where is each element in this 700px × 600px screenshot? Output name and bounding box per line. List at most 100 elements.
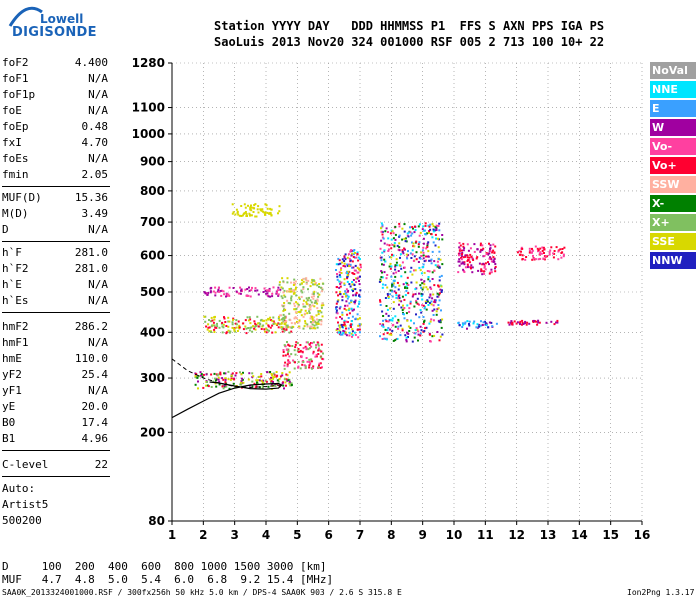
echo-point xyxy=(288,382,291,385)
echo-point xyxy=(440,291,443,293)
echo-point xyxy=(420,272,423,275)
echo-point xyxy=(335,309,338,312)
echo-point xyxy=(230,377,233,380)
echo-point xyxy=(387,231,389,233)
echo-point xyxy=(516,321,519,324)
echo-point xyxy=(286,379,289,382)
echo-point xyxy=(339,305,342,308)
echo-point xyxy=(561,251,564,254)
echo-point xyxy=(281,297,284,300)
echo-point xyxy=(413,322,415,325)
echo-point xyxy=(290,287,293,290)
echo-point xyxy=(282,328,285,330)
echo-point xyxy=(304,345,307,348)
echo-point xyxy=(480,269,483,272)
echo-point xyxy=(267,295,270,298)
echo-point xyxy=(264,203,267,206)
echo-point xyxy=(350,323,353,326)
echo-point xyxy=(340,323,343,326)
echo-point xyxy=(441,238,444,241)
echo-point xyxy=(209,320,212,323)
echo-point xyxy=(387,250,390,252)
echo-point xyxy=(263,287,266,290)
echo-point xyxy=(528,247,531,250)
echo-point xyxy=(227,370,230,373)
echo-point xyxy=(273,322,276,325)
echo-point xyxy=(263,211,266,214)
x-tick-label: 4 xyxy=(262,528,270,542)
echo-point xyxy=(390,256,393,259)
echo-point xyxy=(398,235,401,238)
echo-point xyxy=(396,297,399,300)
echo-point xyxy=(343,284,346,286)
echo-point xyxy=(419,284,422,287)
echo-point xyxy=(400,306,403,309)
echo-point xyxy=(287,360,290,363)
echo-point xyxy=(466,254,469,257)
echo-point xyxy=(266,207,269,210)
echo-point xyxy=(251,385,254,388)
echo-point xyxy=(207,292,210,294)
echo-point xyxy=(557,258,560,261)
echo-point xyxy=(319,362,322,365)
echo-point xyxy=(425,302,427,304)
echo-point xyxy=(399,324,402,327)
echo-point xyxy=(344,290,347,293)
echo-point xyxy=(339,316,342,318)
echo-point xyxy=(316,318,319,321)
echo-point xyxy=(297,350,300,353)
echo-point xyxy=(411,253,414,256)
echo-point xyxy=(308,296,310,299)
param-fof1: foF1 N/A xyxy=(2,72,108,85)
echo-point xyxy=(405,289,408,292)
echo-point xyxy=(417,339,419,342)
echo-point xyxy=(352,266,355,269)
echo-point xyxy=(441,318,444,321)
echo-point xyxy=(424,233,427,236)
echo-point xyxy=(382,319,384,322)
echo-point xyxy=(401,238,404,241)
echo-point xyxy=(462,242,465,245)
echo-point xyxy=(537,249,540,252)
echo-point xyxy=(539,257,542,260)
echo-point xyxy=(351,330,354,333)
echo-point xyxy=(358,300,361,303)
echo-point xyxy=(290,281,293,284)
param-fof2: foF2 4.400 xyxy=(2,56,108,69)
echo-point xyxy=(249,322,252,325)
echo-point xyxy=(264,379,267,382)
echo-point xyxy=(269,378,272,381)
echo-point xyxy=(421,288,424,291)
echo-point xyxy=(439,321,442,324)
echo-point xyxy=(438,320,441,323)
echo-point xyxy=(266,371,269,374)
echo-point xyxy=(247,378,250,381)
echo-point xyxy=(488,263,490,266)
param-yf2: yF2 25.4 xyxy=(2,368,108,381)
echo-point xyxy=(344,325,347,327)
echo-point xyxy=(308,358,311,361)
echo-point xyxy=(400,275,403,278)
param-yf1: yF1 N/A xyxy=(2,384,108,397)
echo-point xyxy=(293,281,295,284)
echo-point xyxy=(343,255,346,258)
echo-point xyxy=(298,298,301,301)
echo-point xyxy=(427,224,430,227)
echo-point xyxy=(405,338,408,341)
echo-point xyxy=(353,269,356,272)
echo-point xyxy=(528,250,531,252)
echo-point xyxy=(290,353,293,356)
echo-point xyxy=(457,271,460,274)
echo-point xyxy=(338,331,340,334)
y-tick-label: 400 xyxy=(140,325,165,339)
echo-point xyxy=(297,348,300,350)
echo-point xyxy=(394,238,397,241)
echo-point xyxy=(394,325,397,328)
echo-point xyxy=(413,305,416,308)
echo-point xyxy=(293,349,296,352)
echo-point xyxy=(212,380,215,383)
y-tick-label: 900 xyxy=(140,155,165,169)
y-tick-label: 300 xyxy=(140,371,165,385)
echo-point xyxy=(235,319,238,322)
echo-point xyxy=(435,310,438,313)
